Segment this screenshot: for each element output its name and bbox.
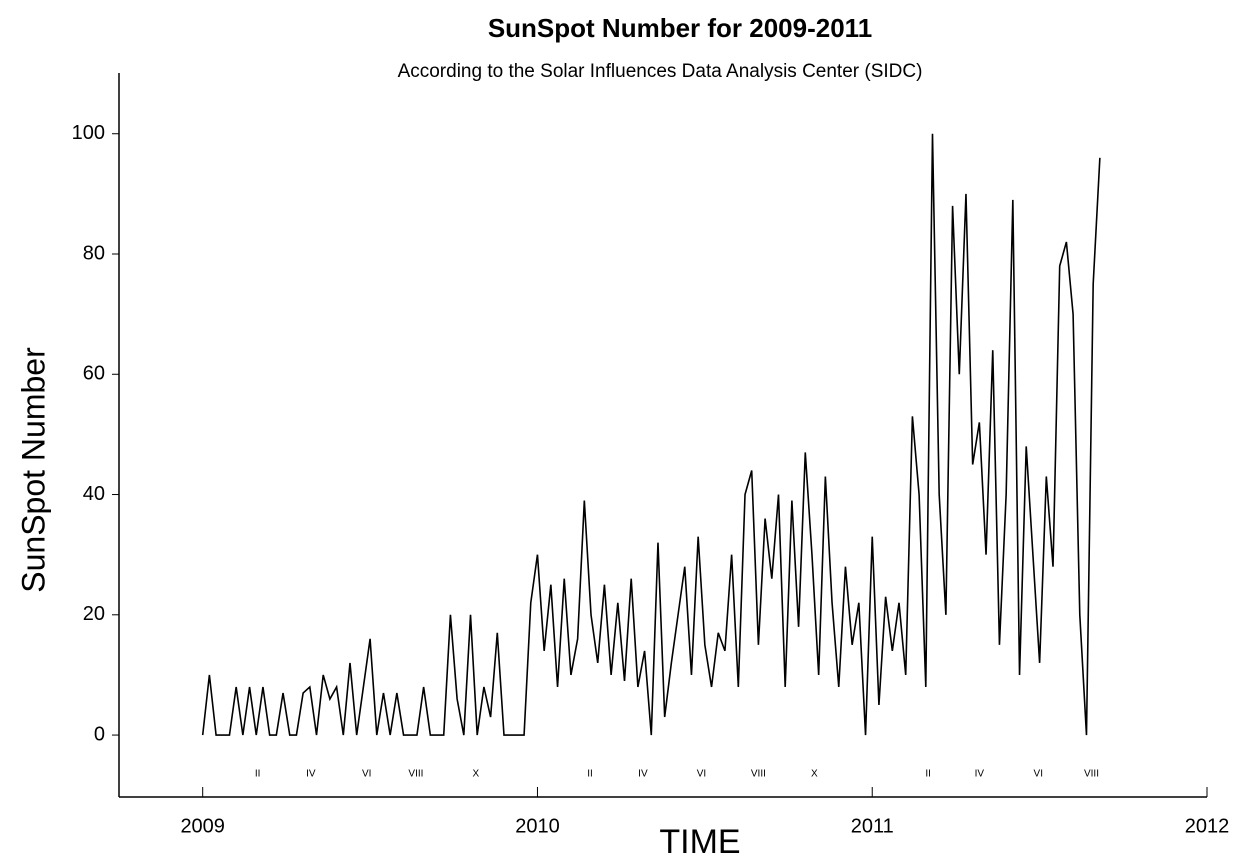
y-tick-label: 20: [83, 603, 105, 625]
y-tick-label: 100: [72, 122, 105, 144]
series-line: [201, 133, 1101, 736]
month-marker: VIII: [408, 769, 423, 780]
chart-title: SunSpot Number for 2009-2011: [488, 13, 872, 43]
month-marker: II: [255, 769, 261, 780]
chart-subtitle: According to the Solar Influences Data A…: [398, 61, 923, 82]
month-marker: X: [473, 769, 480, 780]
month-marker: VI: [362, 769, 371, 780]
y-axis-label: SunSpot Number: [15, 347, 51, 593]
x-tick-label: 2011: [851, 815, 894, 837]
month-marker: IV: [306, 769, 316, 780]
x-tick-label: 2012: [1185, 815, 1230, 837]
y-tick-label: 0: [94, 723, 105, 745]
x-tick-label: 2009: [180, 815, 225, 837]
month-marker: X: [811, 769, 818, 780]
y-tick-label: 60: [83, 363, 105, 385]
month-marker: VI: [697, 769, 706, 780]
y-tick-label: 80: [83, 242, 105, 264]
y-tick-label: 40: [83, 483, 105, 505]
month-marker: VI: [1034, 769, 1043, 780]
month-marker: IV: [975, 769, 985, 780]
month-marker: II: [925, 769, 931, 780]
month-marker: II: [587, 769, 593, 780]
x-tick-label: 2010: [515, 815, 560, 837]
month-marker: VIII: [751, 769, 766, 780]
month-marker: VIII: [1084, 769, 1099, 780]
month-marker: IV: [638, 769, 648, 780]
x-axis-label: TIME: [659, 823, 740, 861]
